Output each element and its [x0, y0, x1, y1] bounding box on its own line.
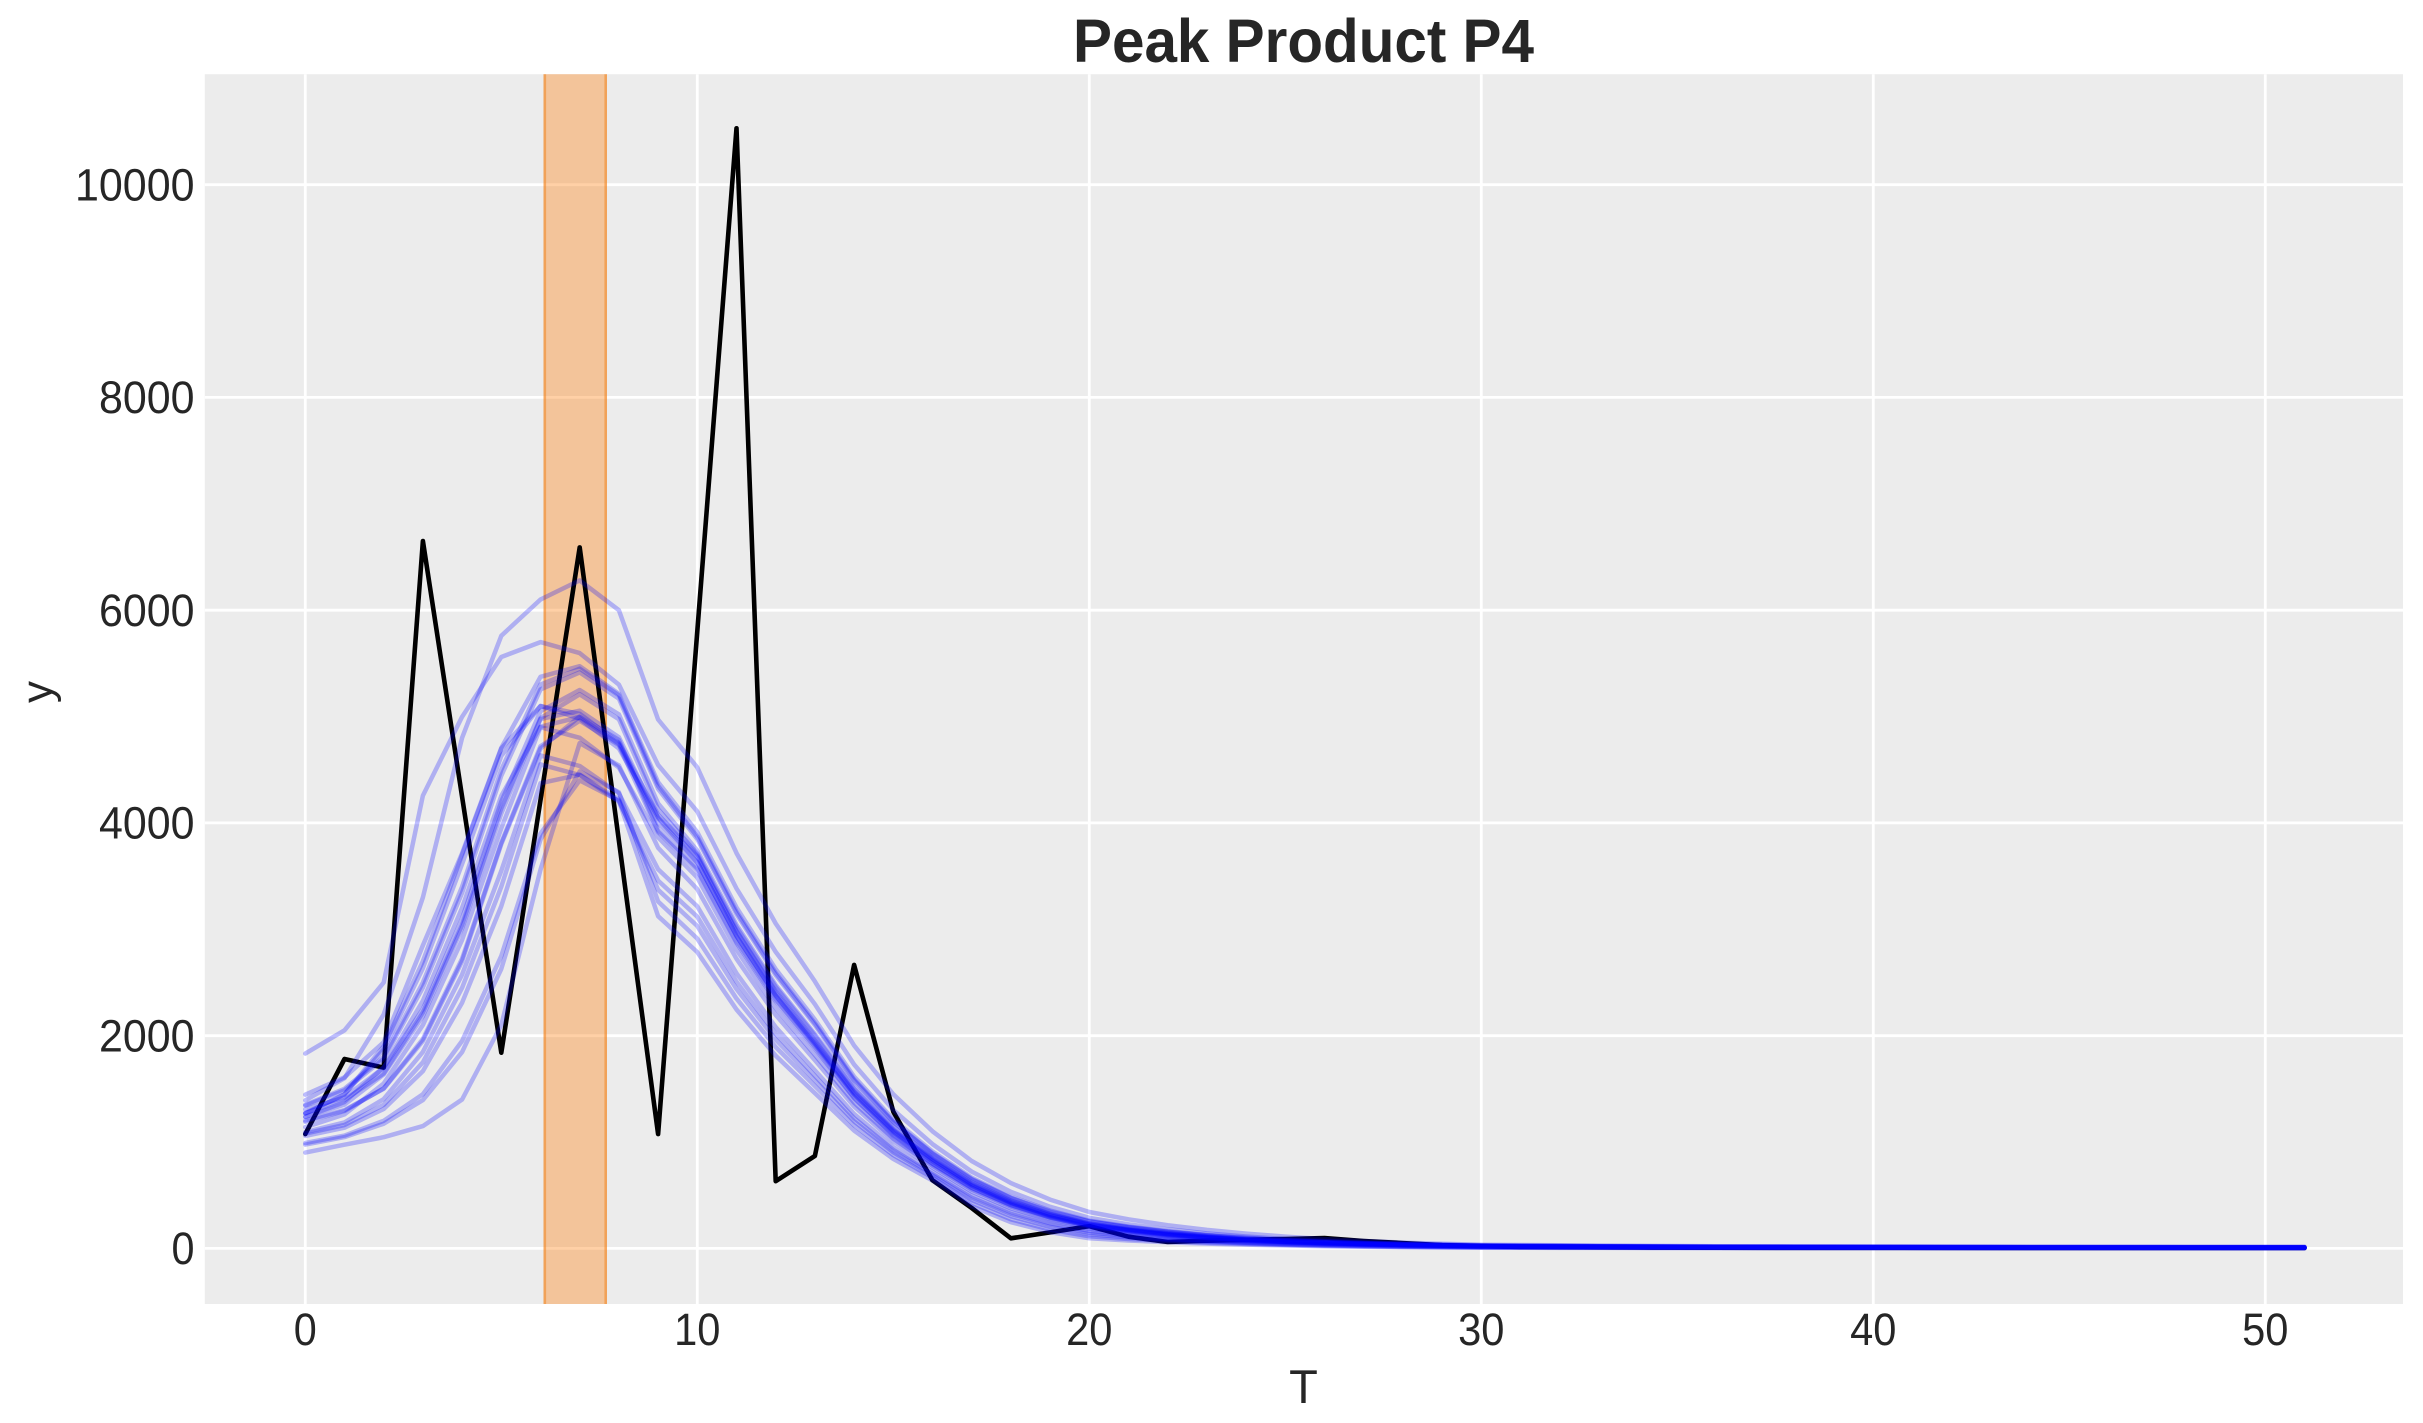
svg-text:6000: 6000	[99, 585, 195, 636]
svg-text:y: y	[13, 681, 62, 703]
svg-text:0: 0	[294, 1304, 317, 1355]
svg-text:8000: 8000	[99, 372, 195, 423]
svg-text:10000: 10000	[75, 159, 195, 210]
svg-text:50: 50	[2242, 1304, 2288, 1355]
svg-text:0: 0	[172, 1223, 195, 1274]
svg-text:T: T	[1289, 1360, 1318, 1413]
svg-text:40: 40	[1850, 1304, 1896, 1355]
svg-text:30: 30	[1458, 1304, 1504, 1355]
svg-text:2000: 2000	[99, 1010, 195, 1061]
svg-text:10: 10	[674, 1304, 720, 1355]
svg-text:20: 20	[1066, 1304, 1112, 1355]
svg-text:Peak Product P4: Peak Product P4	[1073, 7, 1534, 75]
svg-text:4000: 4000	[99, 798, 195, 849]
